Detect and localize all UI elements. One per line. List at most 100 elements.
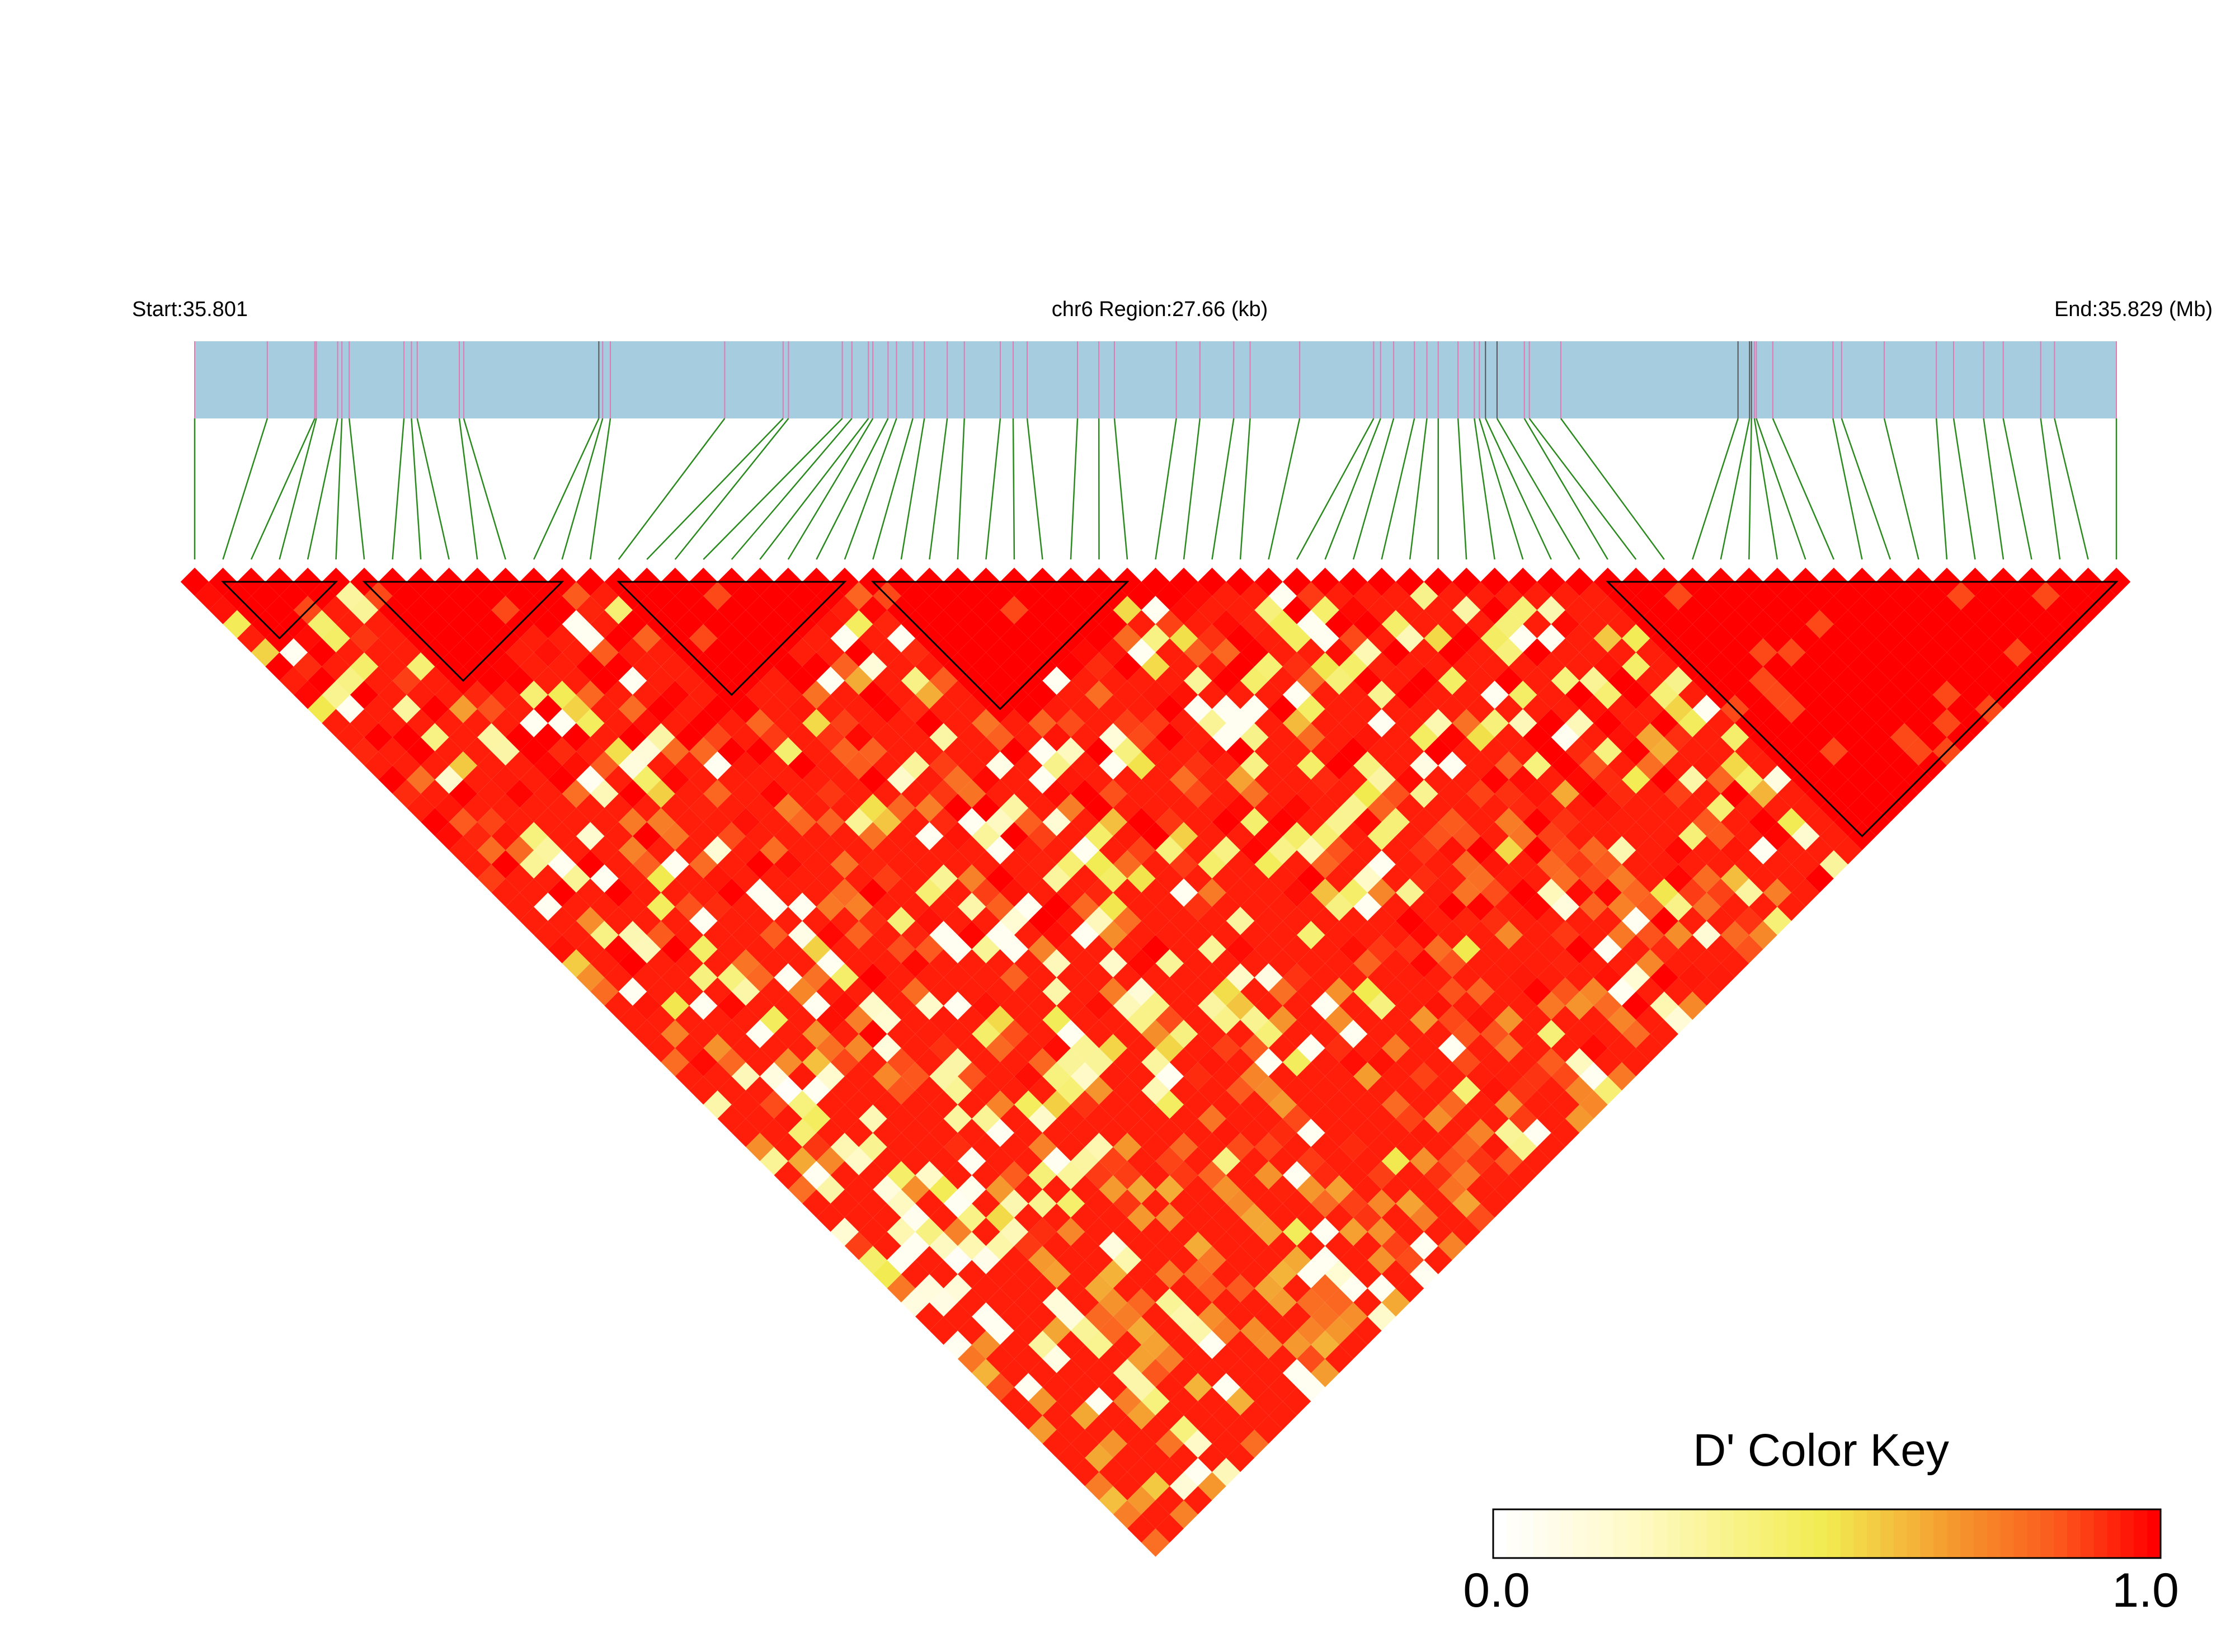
ld-cell: [1311, 906, 1339, 935]
ld-cell: [1042, 1062, 1071, 1091]
color-key-title: D' Color Key: [1693, 1425, 1949, 1476]
ld-cell: [1042, 751, 1071, 780]
color-key-segment: [1880, 1509, 1894, 1558]
snp-connector-line: [1352, 418, 1395, 560]
ld-cell: [1198, 624, 1226, 653]
ld-cell: [364, 666, 393, 695]
ld-cell: [1198, 1274, 1226, 1303]
ld-cell: [689, 737, 718, 766]
ld-cell: [859, 1104, 887, 1133]
ld-cell: [746, 850, 774, 879]
ld-cell: [1678, 822, 1707, 850]
ld-cell: [618, 836, 647, 865]
ld-cell: [1551, 864, 1580, 893]
snp-connector-line: [1720, 418, 1751, 560]
ld-cell: [1042, 977, 1071, 1006]
snp-connector-line: [929, 418, 948, 560]
ld-cell: [1678, 991, 1707, 1020]
ld-cell: [1819, 850, 1848, 879]
ld-cell: [1198, 596, 1226, 624]
ld-cell: [986, 892, 1014, 921]
snp-connector-line: [1409, 418, 1428, 560]
color-key-segment: [1947, 1509, 1961, 1558]
ld-cell: [929, 808, 958, 836]
color-key-gradient-bar: [1492, 1508, 2162, 1559]
ld-cell: [1438, 864, 1467, 893]
snp-connector-line: [307, 418, 338, 560]
ld-cell: [336, 666, 365, 695]
ld-cell: [859, 709, 887, 737]
ld-cell: [1678, 596, 1707, 624]
ld-cell: [1551, 638, 1580, 667]
ld-cell: [1042, 1288, 1071, 1317]
snp-connector-line: [1748, 418, 1752, 560]
ld-cell: [689, 935, 718, 963]
ld-cell: [491, 652, 520, 681]
ld-cell: [1042, 1034, 1071, 1062]
ld-cell: [986, 1373, 1014, 1401]
ld-cell: [1551, 1090, 1580, 1119]
color-key-segment: [1813, 1509, 1828, 1558]
color-key-segment: [1867, 1509, 1881, 1558]
gene-track: [194, 341, 2117, 418]
ld-cell: [1042, 1147, 1071, 1175]
ld-cell: [519, 906, 548, 935]
ld-cell: [746, 596, 774, 624]
ld-cell: [618, 921, 647, 949]
snp-connector-line: [458, 418, 478, 560]
ld-cell: [435, 624, 463, 653]
ld-cell: [336, 610, 365, 639]
ld-cell: [1678, 624, 1707, 653]
ld-cell: [746, 765, 774, 794]
ld-cell: [689, 596, 718, 624]
ld-cell: [435, 596, 463, 624]
ld-cell: [1311, 680, 1339, 709]
ld-cell: [1099, 1090, 1127, 1119]
ld-cell: [1678, 963, 1707, 992]
snp-connector-line: [1479, 418, 1524, 560]
ld-cell: [929, 892, 958, 921]
ld-cell: [689, 822, 718, 850]
ld-cell: [1678, 850, 1707, 879]
ld-cell: [1438, 582, 1467, 610]
ld-cell: [562, 582, 591, 610]
color-key-segment: [2067, 1509, 2081, 1558]
ld-cell: [392, 666, 421, 695]
ld-cell: [746, 1104, 774, 1133]
ld-cell: [1551, 1062, 1580, 1091]
ld-cell: [929, 610, 958, 639]
ld-cell: [519, 737, 548, 766]
ld-cell: [519, 822, 548, 850]
ld-cell: [1438, 921, 1467, 949]
ld-cell: [746, 1133, 774, 1161]
ld-cell: [859, 878, 887, 907]
ld-cell: [308, 610, 336, 639]
ld-cell: [1311, 963, 1339, 992]
haplotype-block-outline: [617, 581, 847, 696]
ld-cell: [802, 1104, 831, 1133]
snp-connector-line: [411, 418, 422, 560]
snp-connector-line: [589, 418, 611, 560]
ld-cell: [491, 596, 520, 624]
ld-cell: [1537, 1133, 1565, 1161]
ld-cell: [618, 808, 647, 836]
ld-cell: [929, 582, 958, 610]
color-key-segment: [1493, 1509, 1507, 1558]
ld-cell: [463, 624, 492, 653]
ld-cell: [746, 793, 774, 822]
ld-cell: [1099, 921, 1127, 949]
ld-cell: [1042, 666, 1071, 695]
ld-cell: [1678, 906, 1707, 935]
ld-cell: [1042, 1175, 1071, 1204]
ld-cell: [279, 582, 308, 610]
snp-connector-line: [1841, 418, 1891, 560]
color-key-segment: [1827, 1509, 1841, 1558]
ld-cell: [802, 765, 831, 794]
haplotype-block-outline: [362, 581, 564, 682]
ld-cell: [1099, 1373, 1127, 1401]
ld-cell: [1198, 737, 1226, 766]
ld-cell: [279, 666, 308, 695]
ld-cell: [1438, 1090, 1467, 1119]
ld-cell: [1099, 1175, 1127, 1204]
gene-track-band: [195, 341, 2116, 418]
